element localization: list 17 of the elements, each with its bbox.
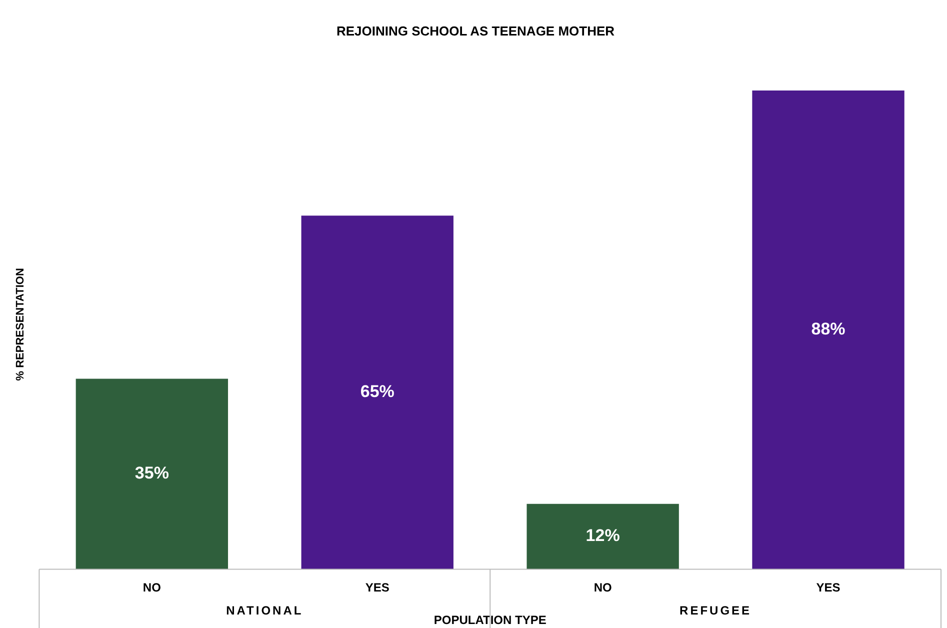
data-label: 12% <box>586 526 620 546</box>
chart-title: REJOINING SCHOOL AS TEENAGE MOTHER <box>336 23 616 38</box>
bar <box>76 378 228 570</box>
data-label: 35% <box>134 464 169 483</box>
y-axis-title: % REPRESENTATION <box>14 268 27 381</box>
x-tick-label: NO <box>594 580 612 595</box>
bar <box>301 216 454 570</box>
text: NATIONAL <box>226 604 304 618</box>
x-axis-title: POPULATION TYPE <box>434 613 546 628</box>
text: REFUGEE <box>680 604 752 618</box>
x-tick-label: YES <box>816 580 840 595</box>
data-label: 65% <box>360 382 394 402</box>
x-tick-label: YES <box>365 580 390 595</box>
bar <box>752 90 904 570</box>
bar <box>526 504 679 570</box>
x-tick-label: NO <box>142 580 161 595</box>
data-label: 88% <box>811 320 846 339</box>
